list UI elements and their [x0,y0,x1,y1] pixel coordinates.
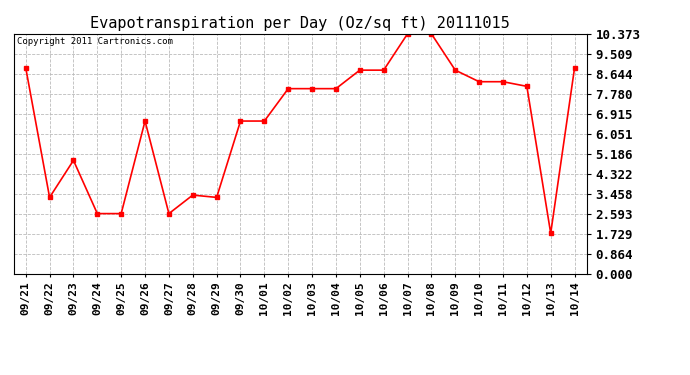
Title: Evapotranspiration per Day (Oz/sq ft) 20111015: Evapotranspiration per Day (Oz/sq ft) 20… [90,16,510,31]
Text: Copyright 2011 Cartronics.com: Copyright 2011 Cartronics.com [17,38,172,46]
